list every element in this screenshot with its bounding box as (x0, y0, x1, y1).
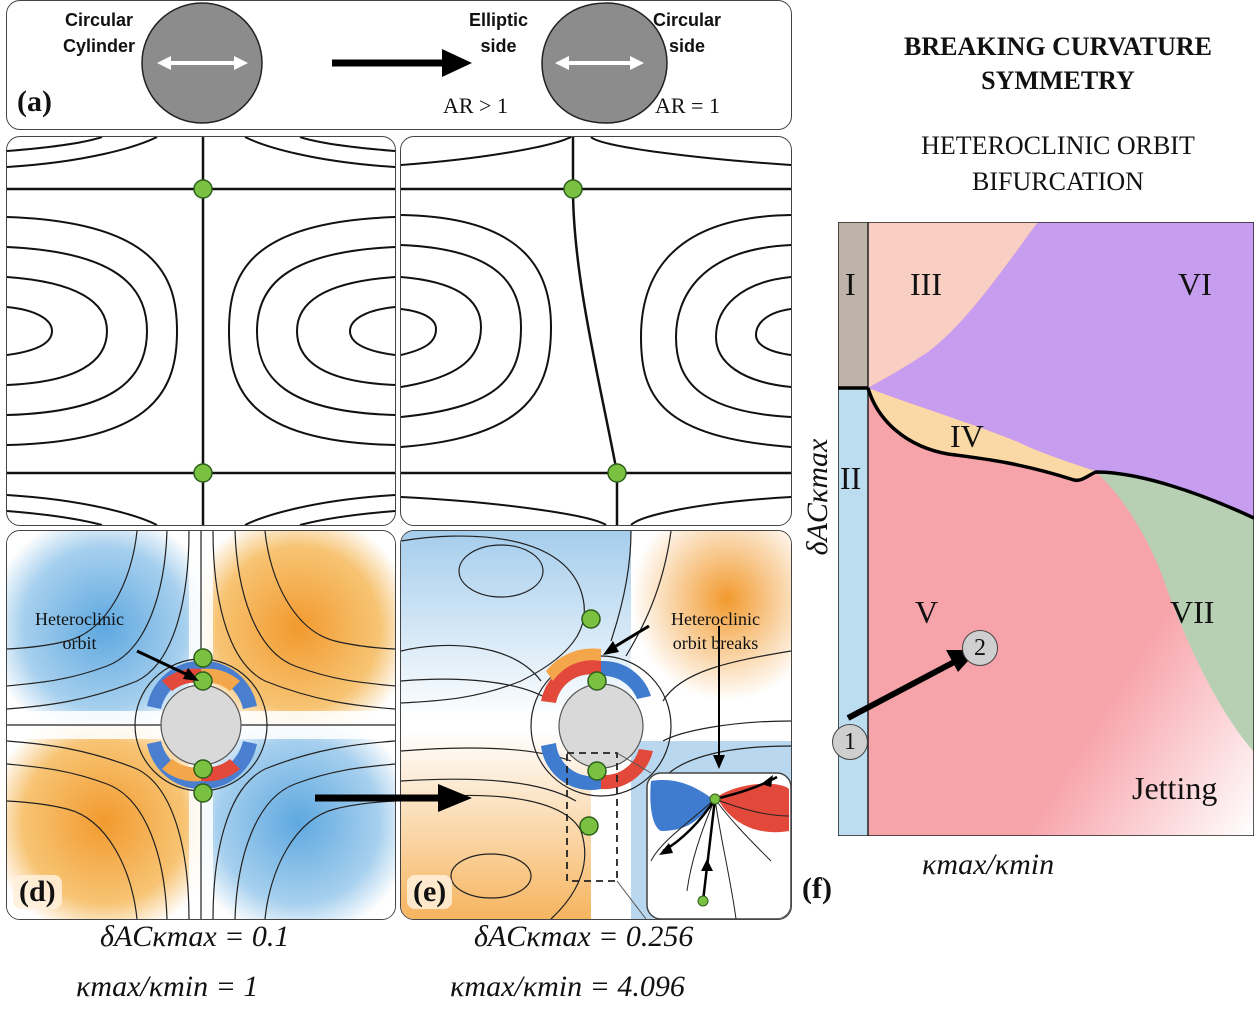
region-IV: IV (950, 418, 984, 454)
panel-e-param-2: κmax/κmin = 4.096 (450, 970, 685, 1003)
point-2: 2 (962, 630, 998, 666)
panel-b-streamlines (7, 137, 395, 525)
panel-d-label: (d) (13, 875, 62, 909)
panel-e-label: (e) (407, 875, 453, 909)
region-II: II (840, 460, 862, 496)
region-I: I (845, 266, 856, 302)
heteroclinic-orbit-annotation: Heteroclinic orbit (35, 609, 124, 653)
point-1: 1 (832, 724, 868, 760)
ar-greater-label: AR > 1 (443, 93, 508, 118)
region-VI: VI (1178, 266, 1212, 302)
region-jetting: Jetting (1132, 770, 1218, 806)
panel-f-subtitle: HETEROCLINIC ORBIT BIFURCATION (921, 131, 1195, 196)
d-to-e-arrow (315, 784, 472, 812)
panel-d-param-1: δACκmax = 0.1 (100, 920, 290, 953)
ar-equal-label: AR = 1 (655, 93, 720, 118)
panel-c-streamlines (401, 137, 791, 525)
panel-e-vorticity (401, 531, 791, 919)
circular-side-label: Circular side (653, 10, 722, 56)
panel-d-param-2: κmax/κmin = 1 (76, 970, 259, 1003)
elliptic-side-label: Elliptic side (469, 10, 529, 56)
panel-f-ylabel: δACκmax (801, 438, 834, 556)
panel-e: Heteroclinic orbit breaks (e) (400, 530, 792, 920)
panel-d: Heteroclinic orbit (d) (6, 530, 396, 920)
inset-zoom (646, 772, 791, 919)
circular-cylinder-label: Circular Cylinder (63, 10, 136, 56)
region-V: V (915, 594, 939, 630)
region-VII: VII (1170, 594, 1215, 630)
panel-a-label: (a) (17, 85, 52, 118)
panel-a-graphic (141, 2, 668, 124)
panel-b (6, 136, 396, 526)
panel-a: Circular Cylinder Elliptic side Circular… (6, 0, 792, 130)
panel-e-param-1: δACκmax = 0.256 (474, 920, 694, 953)
region-III: III (910, 266, 942, 302)
panel-f-label: (f) (802, 872, 832, 905)
heteroclinic-orbit-breaks-annotation: Heteroclinic orbit breaks (671, 609, 760, 653)
panel-f-title: BREAKING CURVATURE SYMMETRY (903, 32, 1212, 95)
panel-d-vorticity (7, 531, 395, 919)
panel-f-xlabel: κmax/κmin (922, 848, 1055, 881)
panel-c (400, 136, 792, 526)
phase-diagram (838, 222, 1254, 836)
